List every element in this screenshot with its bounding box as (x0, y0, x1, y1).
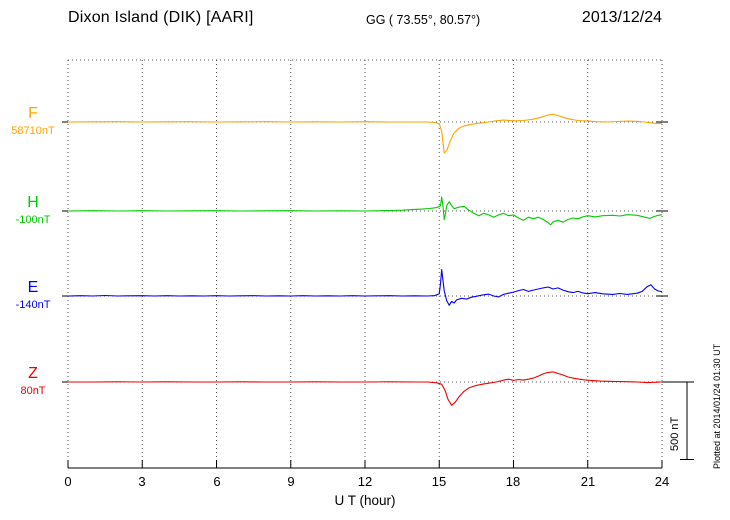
trace-E (67, 269, 663, 306)
baseline-label-F: 58710nT (11, 125, 55, 137)
x-tick-label: 15 (431, 474, 447, 489)
x-tick-label: 0 (64, 474, 72, 489)
component-label-Z: Z (28, 365, 38, 382)
plot-date: 2013/12/24 (581, 9, 662, 26)
component-label-E: E (27, 279, 39, 296)
x-tick-label: 6 (213, 474, 221, 489)
geo-coordinates: GG ( 73.55°, 80.57°) (366, 13, 481, 27)
component-group-H: H -100nT (2, 195, 64, 226)
component-label-H: H (27, 194, 39, 211)
x-tick-label: 9 (287, 474, 295, 489)
x-tick-label: 12 (357, 474, 373, 489)
x-tick-label: 18 (505, 474, 521, 489)
x-tick-label: 24 (654, 474, 670, 489)
x-tick-label: 21 (580, 474, 596, 489)
component-group-Z: Z 80nT (2, 366, 64, 397)
baseline-label-Z: 80nT (20, 385, 46, 397)
component-label-F: F (28, 105, 38, 122)
plotted-at-note: Plotted at 2014/01/24 01:30 UT (712, 343, 722, 469)
baseline-label-H: -100nT (15, 214, 51, 226)
x-axis-label: U T (hour) (334, 493, 396, 508)
scale-bar-label: 500 nT (669, 416, 681, 451)
component-group-F: F 58710nT (2, 106, 64, 137)
trace-F (67, 113, 663, 154)
trace-H (67, 196, 663, 226)
station-title: Dixon Island (DIK) [AARI] (68, 9, 254, 26)
trace-Z (68, 371, 663, 406)
x-tick-label: 3 (138, 474, 146, 489)
baseline-label-E: -140nT (15, 299, 51, 311)
component-group-E: E -140nT (2, 280, 64, 311)
